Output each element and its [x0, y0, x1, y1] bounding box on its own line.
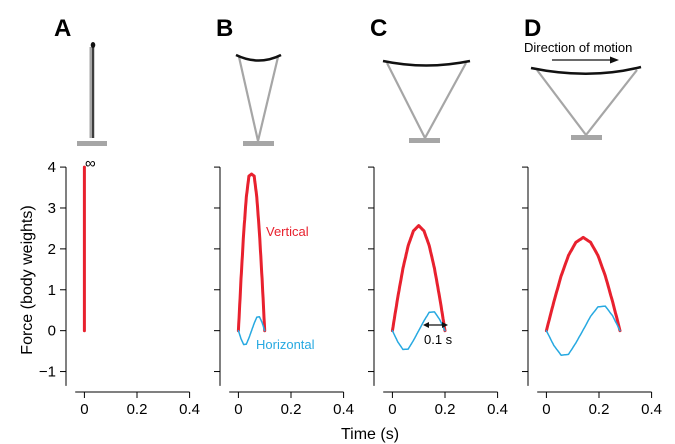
infinity-symbol: ∞ — [85, 155, 96, 172]
panel-letter-a: A — [54, 15, 71, 42]
panel-letter-d: D — [524, 15, 541, 42]
duration-bracket-head-left — [423, 322, 429, 328]
leg-strut-d-left — [536, 69, 587, 136]
data-layer — [82, 165, 622, 356]
leg-rim-b — [235, 53, 282, 62]
direction-of-motion-label: Direction of motion — [524, 40, 632, 55]
y-tick-label: 0 — [48, 323, 56, 340]
horizontal-force-line-c — [391, 311, 446, 351]
leg-schematic-c — [382, 59, 471, 143]
x-tick-label: 0 — [388, 401, 396, 418]
vertical-series-label: Vertical — [266, 224, 309, 239]
leg-strut-c-left — [386, 62, 426, 139]
x-tick-label: 0 — [234, 401, 242, 418]
leg-rim-d — [530, 65, 642, 76]
axes-layer: −1 0 1 2 3 4 0 0.2 0.4 0 0.2 0.4 0 0.2 0.4 0 0.2 0.4 — [39, 159, 662, 418]
leg-rim-c — [382, 59, 471, 67]
vertical-force-line-b — [236, 172, 267, 333]
x-tick-label: 0.4 — [487, 401, 508, 418]
x-tick-label: 0.4 — [333, 401, 354, 418]
panel-letter-b: B — [216, 15, 233, 42]
leg-strut-b-right — [256, 56, 280, 142]
leg-strut-b-left — [237, 56, 260, 142]
x-tick-label: 0 — [542, 401, 550, 418]
direction-arrow-head — [610, 56, 619, 64]
leg-strut-c-right — [424, 62, 467, 139]
x-tick-label: 0.2 — [435, 401, 456, 418]
x-tick-label: 0.2 — [589, 401, 610, 418]
x-axis-title: Time (s) — [341, 426, 399, 443]
ground-pad-a — [77, 141, 107, 146]
ground-pad-c — [409, 138, 440, 143]
vertical-force-line-d — [544, 235, 622, 333]
duration-bracket-head-right — [442, 322, 448, 328]
leg-tip-a — [90, 42, 96, 48]
x-tick-label: 0.4 — [179, 401, 200, 418]
ground-pad-b — [243, 141, 274, 146]
horizontal-force-line-b — [237, 316, 266, 346]
panel-letter-c: C — [370, 15, 387, 42]
horizontal-series-label: Horizontal — [256, 337, 315, 352]
horizontal-force-line-d — [545, 305, 621, 356]
ground-pad-d — [571, 135, 602, 140]
y-tick-label: 2 — [48, 241, 56, 258]
y-tick-label: 4 — [48, 159, 56, 176]
leg-schematic-d: Direction of motion — [524, 40, 642, 140]
x-tick-label: 0.4 — [641, 401, 662, 418]
vertical-force-line-c — [390, 224, 447, 333]
y-axis-title: Force (body weights) — [19, 205, 36, 354]
contact-duration-label: 0.1 s — [424, 332, 453, 347]
leg-schematic-b — [235, 53, 282, 146]
y-tick-label: −1 — [39, 364, 56, 381]
y-tick-label: 3 — [48, 200, 56, 217]
x-tick-label: 0.2 — [127, 401, 148, 418]
leg-schematic-a — [77, 42, 107, 146]
leg-strut-d-right — [585, 69, 638, 136]
x-tick-label: 0 — [80, 401, 88, 418]
y-tick-label: 1 — [48, 282, 56, 299]
x-tick-label: 0.2 — [281, 401, 302, 418]
